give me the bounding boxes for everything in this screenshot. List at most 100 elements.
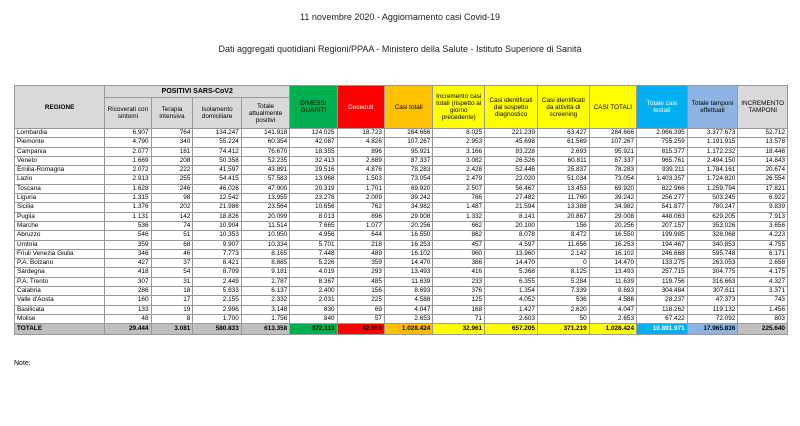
table-cell: 20.319	[289, 183, 338, 195]
data-table: REGIONE POSITIVI SARS-CoV2 DIMESSI GUARITI…	[13, 85, 788, 336]
column-header: REGIONE	[13, 85, 106, 129]
total-cell: 17.965.836	[686, 323, 739, 336]
table-cell: 4.956	[289, 230, 338, 241]
table-cell: 840	[289, 313, 338, 325]
table-cell: 61.569	[536, 137, 590, 148]
table-cell: 95.921	[383, 146, 434, 157]
table-cell: 1.503	[336, 174, 385, 185]
table-cell: 57.583	[240, 174, 291, 185]
table-cell: 222	[150, 165, 194, 176]
table-cell: Umbria	[13, 239, 106, 250]
table-cell: 1.427	[484, 304, 538, 315]
table-cell: 118.262	[636, 304, 688, 315]
table-cell: 16.253	[588, 239, 638, 250]
table-cell: Emilia-Romagna	[13, 165, 106, 176]
table-cell: 34.982	[383, 202, 434, 213]
table-cell: Marche	[13, 220, 106, 232]
table-cell: 95.921	[588, 146, 638, 157]
table-cell: 6.171	[737, 248, 788, 260]
table-cell: 225	[336, 295, 385, 306]
table-cell: 376	[432, 286, 486, 297]
table-cell: 6.907	[104, 127, 152, 139]
column-header: CASI TOTALI	[588, 85, 638, 129]
table-cell: 14.470	[588, 258, 638, 269]
table-cell: 69	[336, 304, 385, 315]
table-cell: 448.063	[636, 211, 688, 222]
table-cell: 32.413	[289, 155, 338, 167]
table-cell: 233	[432, 276, 486, 288]
column-header: Terapia intensiva	[150, 97, 194, 129]
table-cell: Friuli Venezia Giulia	[13, 248, 106, 260]
table-cell: 56.467	[484, 183, 538, 195]
table-cell: 52.712	[737, 127, 788, 139]
total-cell: TOTALE	[13, 323, 106, 336]
table-cell: 815.377	[636, 146, 688, 157]
table-cell: 2.066.395	[636, 127, 688, 139]
table-cell: 31	[150, 276, 194, 288]
table-cell: 156	[336, 286, 385, 297]
table-cell: 4.588	[383, 295, 434, 306]
table-cell: 960	[432, 248, 486, 260]
table-cell: 755.259	[636, 137, 688, 148]
table-cell: 221.239	[484, 127, 538, 139]
table-cell: Liguria	[13, 193, 106, 204]
table-cell: 41.597	[192, 165, 242, 176]
table-cell: 5.226	[289, 258, 338, 269]
table-cell: 13.968	[289, 174, 338, 185]
table-cell: 1.487	[432, 202, 486, 213]
table-cell: 9.839	[737, 202, 788, 213]
table-cell: 246.668	[636, 248, 688, 260]
table-cell: 7.665	[289, 220, 338, 232]
table-cell: 1.724.820	[686, 174, 739, 185]
table-cell: 2.449	[192, 276, 242, 288]
table-cell: 26.526	[484, 155, 538, 167]
table-cell: 1.191.915	[686, 137, 739, 148]
table-cell: 107.267	[383, 137, 434, 148]
table-cell: 8.693	[588, 286, 638, 297]
table-cell: 304.484	[636, 286, 688, 297]
table-cell: 13.578	[737, 137, 788, 148]
table-cell: 2.953	[432, 137, 486, 148]
table-cell: 2.428	[432, 165, 486, 176]
table-cell: 1.701	[336, 183, 385, 195]
table-cell: 18	[150, 286, 194, 297]
table-cell: 57	[336, 313, 385, 325]
table-cell: 316.663	[686, 276, 739, 288]
total-cell: 372.113	[289, 323, 338, 336]
table-cell: 3.377.673	[686, 127, 739, 139]
header-row: REGIONE POSITIVI SARS-CoV2 DIMESSI GUARITI…	[13, 85, 788, 129]
table-cell: 2.332	[240, 295, 291, 306]
table-cell: 255	[150, 174, 194, 185]
table-cell: 141.918	[240, 127, 291, 139]
table-cell: 181	[150, 146, 194, 157]
table-cell: 47.373	[686, 295, 739, 306]
column-header: Totale attualmente positivi	[240, 97, 291, 129]
table-cell: 16.550	[383, 230, 434, 241]
table-cell: 3.166	[432, 146, 486, 157]
table-row: Toscana 1.628 246 46.026 47.900 20.319 1.701 69…	[13, 183, 788, 195]
table-cell: 11.639	[383, 276, 434, 288]
table-cell: 51	[150, 230, 194, 241]
table-cell: 11.639	[588, 276, 638, 288]
table-cell: 73.054	[588, 174, 638, 185]
table-cell: 8.367	[289, 276, 338, 288]
table-cell: 2.603	[484, 313, 538, 325]
table-row: Lazio 2.913 255 54.415 57.583 13.968 1.503 73.0…	[13, 174, 788, 185]
table-cell: 10.334	[240, 239, 291, 250]
table-cell: 1.077	[336, 220, 385, 232]
table-cell: 63.427	[536, 127, 590, 139]
table-cell: Campania	[13, 146, 106, 157]
table-cell: 7.913	[737, 211, 788, 222]
table-cell: 4.047	[588, 304, 638, 315]
table-cell: 29.516	[289, 165, 338, 176]
table-cell: 50.358	[192, 155, 242, 167]
table-cell: Lombardia	[13, 127, 106, 139]
table-cell: 10.904	[192, 220, 242, 232]
table-cell: 14.470	[383, 258, 434, 269]
table-cell: 29.008	[588, 211, 638, 222]
table-cell: 743	[737, 295, 788, 306]
table-cell: 328.068	[686, 230, 739, 241]
column-header: Casi identificati dal sospetto diagnosti…	[484, 85, 538, 129]
table-cell: 29.008	[383, 211, 434, 222]
table-cell: 822.966	[636, 183, 688, 195]
